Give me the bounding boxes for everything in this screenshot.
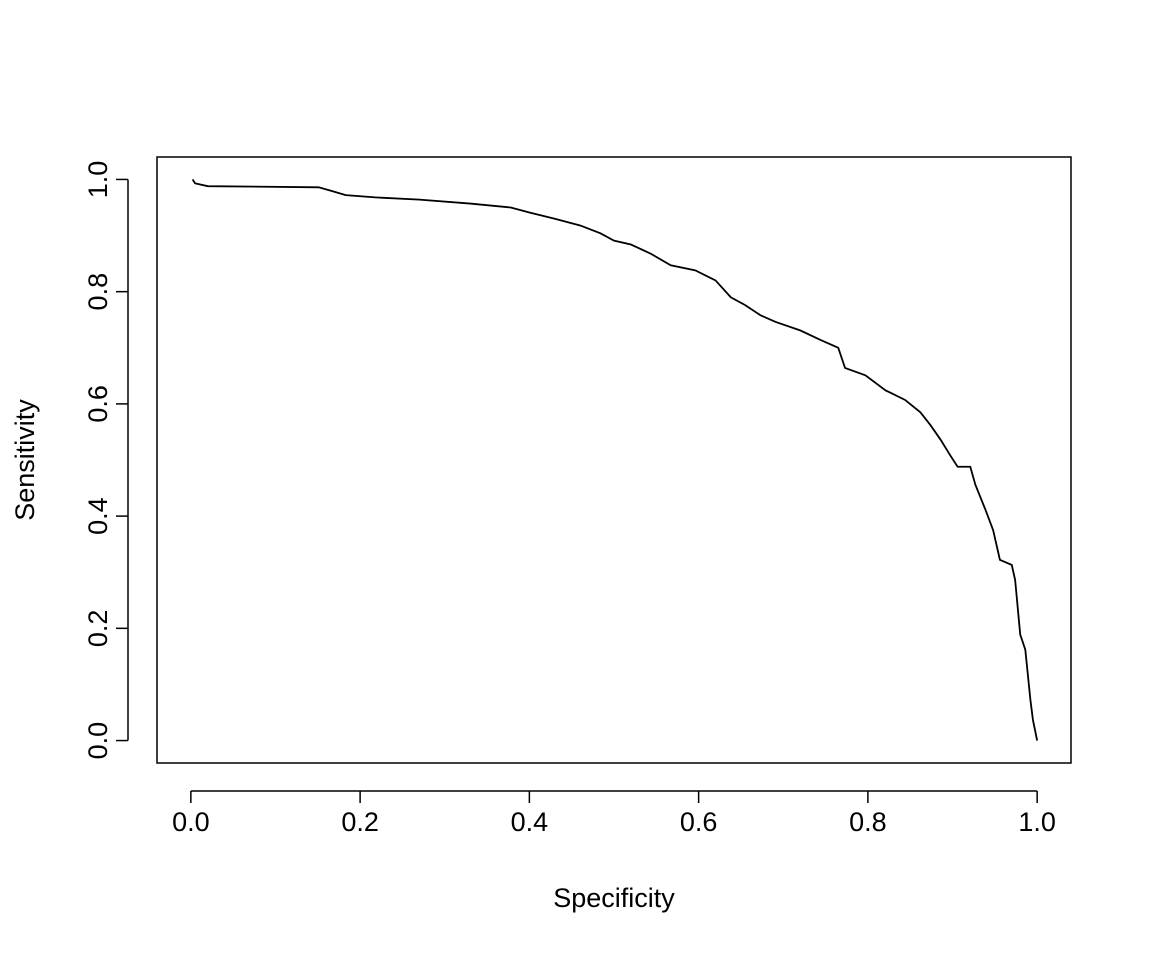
plot-box [156,156,1072,764]
y-tick-label: 0.0 [83,722,113,760]
x-tick-label: 0.0 [172,807,210,837]
x-tick-label: 0.2 [341,807,379,837]
x-tick-label: 0.4 [511,807,549,837]
x-axis-title: Specificity [553,883,675,913]
y-tick-label: 0.2 [83,610,113,648]
y-axis-title: Sensitivity [10,399,40,521]
x-tick-label: 1.0 [1018,807,1056,837]
y-tick-label: 0.4 [83,497,113,535]
roc-curve [191,178,1039,741]
y-tick-label: 0.8 [83,273,113,311]
x-tick-label: 0.6 [680,807,718,837]
x-tick-label: 0.8 [849,807,887,837]
y-tick-label: 1.0 [83,161,113,199]
y-tick-label: 0.6 [83,385,113,423]
